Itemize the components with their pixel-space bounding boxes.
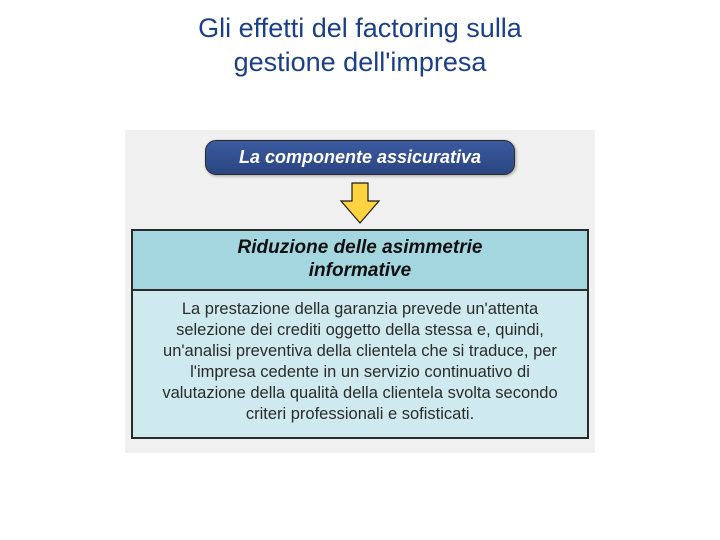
slide-title: Gli effetti del factoring sulla gestione… [0,0,720,80]
pill-text: La componente assicurativa [239,147,481,167]
box-header: Riduzione delle asimmetrie informative [131,229,589,289]
header-line1: Riduzione delle asimmetrie [238,237,483,258]
header-line2: informative [309,260,411,281]
body-text: La prestazione della garanzia prevede un… [162,300,557,424]
title-line2: gestione dell'impresa [234,47,487,77]
box-body: La prestazione della garanzia prevede un… [131,289,589,440]
pill-assicurativa: La componente assicurativa [205,140,515,175]
arrow-path [341,183,379,223]
diagram-container: La componente assicurativa Riduzione del… [125,130,595,453]
title-line1: Gli effetti del factoring sulla [198,13,522,43]
arrow-down-icon [337,179,383,225]
arrow-down-wrap [131,179,589,225]
